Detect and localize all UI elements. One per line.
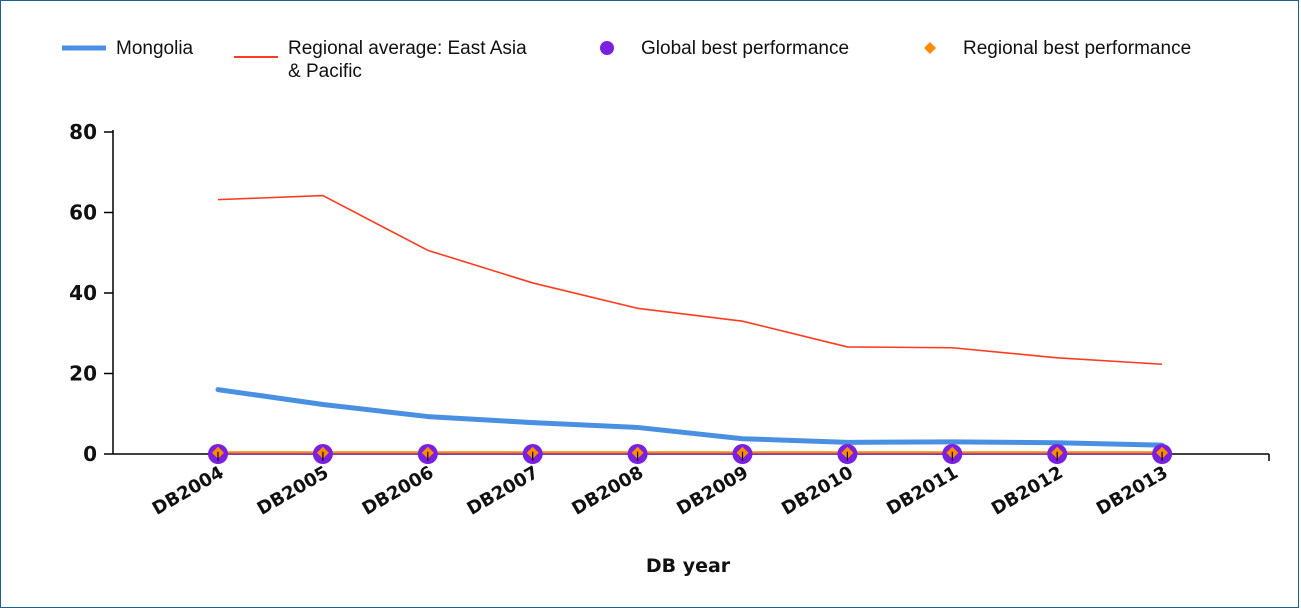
x-tick-label: DB2006 xyxy=(359,462,438,520)
legend-label-global-best: Global best performance xyxy=(641,38,849,59)
x-tick-label: DB2007 xyxy=(463,462,542,520)
y-tick-label: 80 xyxy=(69,120,97,144)
chart-series xyxy=(208,194,1173,464)
chart-axes: 0 20 40 60 80 xyxy=(69,120,1270,466)
series-line-mongolia xyxy=(215,387,1165,448)
legend-swatch-global-best xyxy=(600,41,614,55)
y-tick-label: 20 xyxy=(69,362,97,386)
x-tick-label: DB2012 xyxy=(988,462,1067,520)
y-tick-label: 60 xyxy=(69,201,97,225)
x-tick-label: DB2010 xyxy=(778,462,857,520)
x-tick-label: DB2005 xyxy=(254,462,333,520)
legend-item-regional-average: Regional average: East Asia & Pacific xyxy=(234,38,527,82)
chart-legend: Mongolia Regional average: East Asia & P… xyxy=(62,38,1191,82)
legend-label-regional-average-line1: Regional average: East Asia xyxy=(288,38,527,59)
legend-label-regional-best: Regional best performance xyxy=(963,38,1191,59)
x-tick-label: DB2004 xyxy=(149,462,228,520)
x-tick-label: DB2011 xyxy=(883,462,962,520)
series-line-regional-average xyxy=(217,194,1163,366)
legend-swatch-regional-best xyxy=(924,42,936,54)
x-tick-label: DB2013 xyxy=(1093,462,1172,520)
legend-label-regional-average-line2: & Pacific xyxy=(288,61,362,82)
x-tick-labels: DB2004 DB2005 DB2006 DB2007 DB2008 DB2009 DB20… xyxy=(149,462,1172,520)
x-tick-label: DB2009 xyxy=(673,462,752,520)
y-tick-label: 0 xyxy=(83,442,97,466)
y-tick-label: 40 xyxy=(69,281,97,305)
legend-label-mongolia: Mongolia xyxy=(116,38,194,59)
legend-item-global-best: Global best performance xyxy=(600,38,849,59)
x-tick-label: DB2008 xyxy=(568,462,647,520)
x-axis-title: DB year xyxy=(646,555,731,577)
legend-item-mongolia: Mongolia xyxy=(62,38,194,59)
legend-item-regional-best: Regional best performance xyxy=(924,38,1191,59)
